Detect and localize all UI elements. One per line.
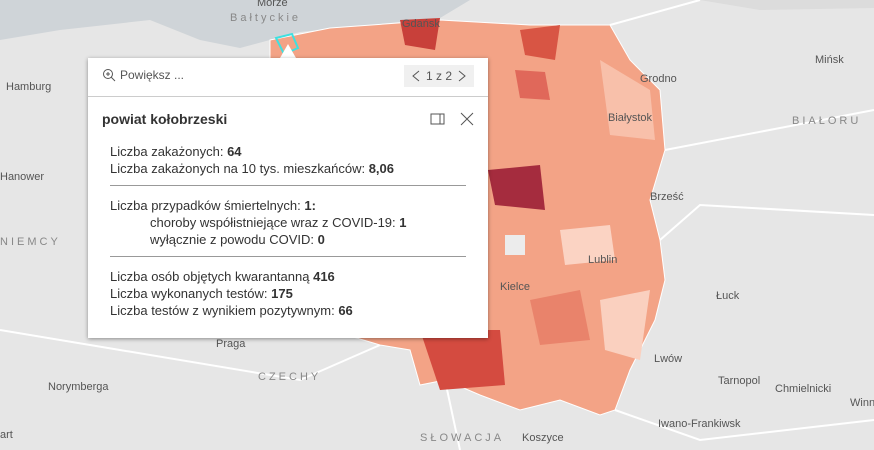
map-label: NIEMCY <box>0 236 61 248</box>
land <box>660 0 874 10</box>
row-label: Liczba zakażonych: <box>110 144 224 159</box>
row-label: wyłącznie z powodu COVID: <box>150 232 315 247</box>
map-label: Tarnopol <box>718 375 760 387</box>
map-label: Praga <box>216 338 246 350</box>
pager: 1 z 2 <box>403 65 474 87</box>
map-label: Brześć <box>650 191 684 203</box>
row-label: Liczba przypadków śmiertelnych: <box>110 198 301 213</box>
popup-pointer <box>280 44 296 58</box>
map-label: Hanower <box>0 171 44 183</box>
row-value: 175 <box>271 286 293 301</box>
row-value: 1 <box>399 215 407 230</box>
row-value: 8,06 <box>368 161 395 176</box>
popup-actions <box>430 112 474 129</box>
map-label: Grodno <box>640 73 677 85</box>
map-label: art <box>0 429 13 441</box>
map-label: CZECHY <box>258 371 321 383</box>
row-label: Liczba osób objętych kwarantanną <box>110 269 310 284</box>
pager-text: 1 z 2 <box>425 69 452 83</box>
map-label: Chmielnicki <box>775 383 831 395</box>
map-label: Gdańsk <box>402 18 440 30</box>
map-label: Bałtyckie <box>230 12 301 24</box>
popup-section: Liczba zakażonych: 64 Liczba zakażonych n… <box>110 140 466 186</box>
popup-section: Liczba przypadków śmiertelnych: 1: chorob… <box>110 194 466 257</box>
map-label: Lublin <box>588 254 617 266</box>
map-label: Morze <box>257 0 288 9</box>
county-shading <box>400 18 655 390</box>
popup-toolbar: Powiększ ... 1 z 2 <box>88 58 488 97</box>
map-label: Lwów <box>654 353 682 365</box>
row-label: Liczba testów z wynikiem pozytywnym: <box>110 303 335 318</box>
map-label: Winn <box>850 397 874 409</box>
row-label: Liczba wykonanych testów: <box>110 286 268 301</box>
next-button[interactable] <box>458 70 466 82</box>
row-value: 416 <box>313 269 335 284</box>
popup-content: Liczba zakażonych: 64 Liczba zakażonych n… <box>110 140 466 335</box>
row-label: Liczba zakażonych na 10 tys. mieszkańców… <box>110 161 366 176</box>
zoom-text: Powiększ ... <box>120 68 185 82</box>
row-value: 64 <box>227 144 242 159</box>
popup-row: Liczba wykonanych testów: 175 <box>110 285 466 302</box>
popup-row: choroby współistniejące wraz z COVID-19:… <box>110 214 466 231</box>
row-value: 66 <box>338 303 353 318</box>
popup-row: Liczba testów z wynikiem pozytywnym: 66 <box>110 302 466 319</box>
popup-row: Liczba przypadków śmiertelnych: 1: <box>110 197 466 214</box>
map-label: Łuck <box>716 290 740 302</box>
map-label: Koszyce <box>522 432 564 444</box>
sea <box>0 0 470 48</box>
map-label: Norymberga <box>48 381 109 393</box>
popup-section: Liczba osób objętych kwarantanną 416 Licz… <box>110 265 466 327</box>
zoom-button[interactable]: Powiększ ... <box>102 68 184 82</box>
popup-row: Liczba zakażonych: 64 <box>110 143 466 160</box>
selected-county[interactable] <box>274 32 300 56</box>
row-value: 0 <box>317 232 325 247</box>
map-label: BIAŁORU <box>792 115 861 127</box>
map-label: Kielce <box>500 281 530 293</box>
close-button[interactable] <box>460 112 474 126</box>
map-label: SŁOWACJA <box>420 432 504 444</box>
map-label: Białystok <box>608 112 653 124</box>
popup-row: wyłącznie z powodu COVID: 0 <box>110 231 466 248</box>
popup-row: Liczba osób objętych kwarantanną 416 <box>110 268 466 285</box>
zoom-icon <box>103 69 116 82</box>
map-label: Mińsk <box>815 54 844 66</box>
popup: Powiększ ... 1 z 2 powiat kołobrzeski Li… <box>88 58 488 338</box>
popup-row: Liczba zakażonych na 10 tys. mieszkańców… <box>110 160 466 177</box>
dock-button[interactable] <box>430 112 446 126</box>
map-label: Hamburg <box>6 81 51 93</box>
popup-title: powiat kołobrzeski <box>102 111 228 127</box>
prev-button[interactable] <box>412 70 420 82</box>
row-value: 1: <box>304 198 316 213</box>
map-label: Iwano-Frankiwsk <box>658 418 741 430</box>
row-label: choroby współistniejące wraz z COVID-19: <box>150 215 396 230</box>
